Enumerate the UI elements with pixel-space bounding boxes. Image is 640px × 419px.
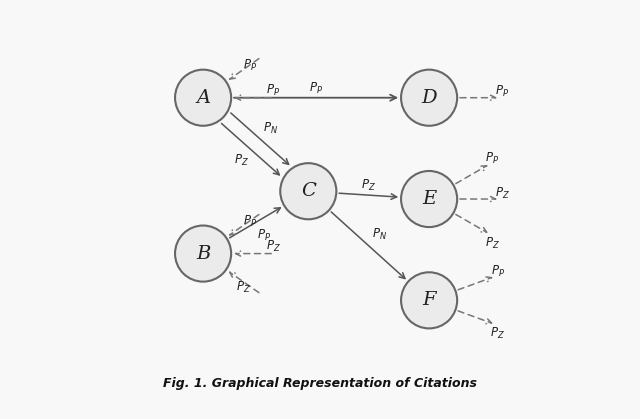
Text: Fig. 1. Graphical Representation of Citations: Fig. 1. Graphical Representation of Cita…	[163, 377, 477, 390]
Text: $P_P$: $P_P$	[486, 151, 499, 166]
Text: $P_Z$: $P_Z$	[234, 153, 249, 168]
Text: F: F	[422, 291, 436, 309]
Text: $P_N$: $P_N$	[262, 121, 278, 136]
Text: $P_Z$: $P_Z$	[361, 178, 376, 193]
Circle shape	[401, 171, 457, 227]
Text: $P_Z$: $P_Z$	[236, 280, 251, 295]
Text: $P_Z$: $P_Z$	[266, 239, 281, 254]
Text: $P_Z$: $P_Z$	[490, 326, 505, 341]
Text: $P_P$: $P_P$	[257, 228, 271, 243]
Text: $P_P$: $P_P$	[309, 80, 323, 96]
Text: $P_N$: $P_N$	[372, 227, 387, 242]
Text: $P_P$: $P_P$	[495, 84, 509, 99]
Text: $P_P$: $P_P$	[243, 58, 257, 73]
Text: D: D	[421, 89, 437, 107]
Text: B: B	[196, 245, 211, 263]
Text: $P_P$: $P_P$	[266, 83, 280, 98]
Circle shape	[175, 70, 231, 126]
Text: C: C	[301, 182, 316, 200]
Text: $P_Z$: $P_Z$	[495, 186, 509, 201]
Circle shape	[401, 272, 457, 328]
Text: $P_Z$: $P_Z$	[485, 235, 500, 251]
Text: A: A	[196, 89, 210, 107]
Text: E: E	[422, 190, 436, 208]
Text: $P_P$: $P_P$	[243, 214, 257, 229]
Circle shape	[401, 70, 457, 126]
Circle shape	[175, 225, 231, 282]
Circle shape	[280, 163, 337, 219]
Text: $P_P$: $P_P$	[491, 264, 505, 279]
